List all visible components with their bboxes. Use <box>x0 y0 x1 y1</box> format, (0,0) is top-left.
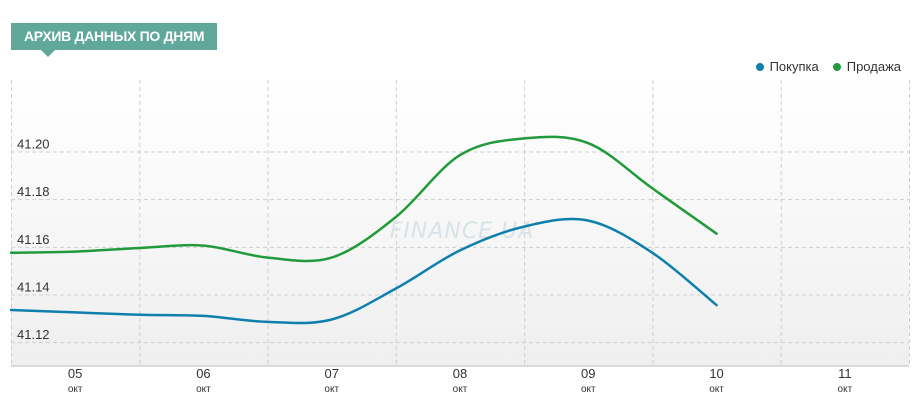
x-tick-month: окт <box>453 384 468 395</box>
y-tick-label: 41.12 <box>17 327 50 342</box>
grid-lines <box>11 80 910 366</box>
x-tick-label: 08 <box>453 366 467 381</box>
series-line-sell[interactable] <box>9 135 718 263</box>
legend-item-sell[interactable]: Продажа <box>832 59 901 74</box>
y-axis-labels: 41.12 41.14 41.16 41.18 41.20 <box>17 137 50 343</box>
legend-label-buy: Покупка <box>769 59 819 74</box>
chart-legend: Покупка Продажа <box>755 59 901 74</box>
x-tick-label: 05 <box>68 366 82 381</box>
x-tick-month: окт <box>196 384 211 395</box>
x-axis-labels: 05 окт 06 окт 07 окт 08 окт 09 окт 10 окт 11 окт <box>68 366 853 395</box>
x-tick-label: 11 <box>838 366 852 381</box>
x-tick-label: 06 <box>196 366 210 381</box>
legend-item-buy[interactable]: Покупка <box>755 59 819 74</box>
legend-label-sell: Продажа <box>846 59 901 74</box>
series-line-buy[interactable] <box>9 217 718 325</box>
x-tick-month: окт <box>838 384 853 395</box>
x-tick-label: 10 <box>709 366 723 381</box>
legend-dot-buy <box>755 62 764 71</box>
x-tick-month: окт <box>68 384 83 395</box>
series-group <box>9 135 718 325</box>
watermark: FINANCE.UA <box>390 219 535 244</box>
y-tick-label: 41.14 <box>17 280 50 295</box>
y-tick-label: 41.16 <box>17 232 50 247</box>
x-tick-month: окт <box>709 384 724 395</box>
x-tick-label: 07 <box>324 366 338 381</box>
legend-dot-sell <box>832 62 841 71</box>
x-tick-month: окт <box>324 384 339 395</box>
chart-title-badge: АРХИВ ДАННЫХ ПО ДНЯМ <box>11 23 218 57</box>
y-tick-label: 41.18 <box>17 184 50 199</box>
x-tick-month: окт <box>581 384 596 395</box>
x-tick-label: 09 <box>581 366 595 381</box>
plot-area <box>11 80 909 366</box>
y-tick-label: 41.20 <box>17 137 50 152</box>
